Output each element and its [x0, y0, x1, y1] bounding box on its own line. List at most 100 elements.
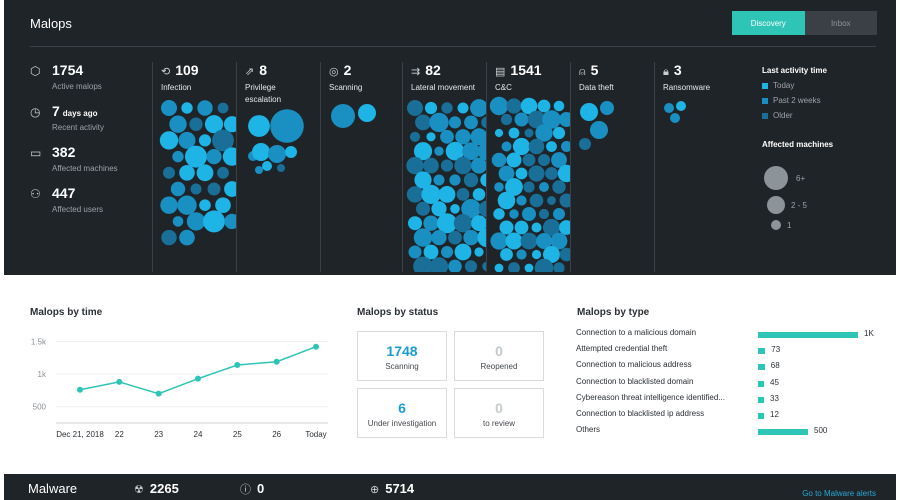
type-row[interactable]: Connection to blacklisted ip address 12: [576, 409, 886, 425]
malop-bubble[interactable]: [448, 116, 462, 129]
malop-bubble[interactable]: [429, 257, 449, 272]
malop-bubble[interactable]: [331, 104, 355, 128]
malop-bubble[interactable]: [407, 100, 423, 116]
malop-bubble[interactable]: [181, 102, 193, 114]
malop-bubble[interactable]: [223, 116, 237, 133]
malop-bubble[interactable]: [508, 127, 520, 139]
malop-bubble[interactable]: [177, 195, 197, 215]
malop-bubble[interactable]: [528, 138, 545, 155]
malop-bubble[interactable]: [542, 110, 561, 129]
malop-bubble[interactable]: [579, 138, 591, 150]
type-row[interactable]: Connection to blacklisted domain 45: [576, 377, 886, 393]
malop-bubble[interactable]: [434, 146, 444, 156]
malop-bubble[interactable]: [520, 232, 538, 250]
malop-bubble[interactable]: [426, 132, 436, 142]
malop-bubble[interactable]: [491, 152, 507, 168]
malop-bubble[interactable]: [450, 204, 460, 214]
malop-bubble[interactable]: [557, 164, 571, 183]
malop-bubble[interactable]: [551, 152, 567, 168]
malop-bubble[interactable]: [406, 186, 424, 203]
malop-bubble[interactable]: [493, 208, 505, 220]
malop-bubble[interactable]: [531, 249, 542, 260]
type-row[interactable]: Others 500: [576, 425, 886, 441]
category-scanning[interactable]: ◎ 2 Scanning: [320, 62, 402, 272]
malop-bubble[interactable]: [552, 180, 566, 194]
malop-bubble[interactable]: [445, 141, 465, 161]
malop-bubble[interactable]: [186, 212, 206, 231]
malop-bubble[interactable]: [179, 165, 195, 181]
malop-bubble[interactable]: [424, 101, 438, 115]
malop-bubble[interactable]: [470, 99, 487, 117]
malop-bubble[interactable]: [472, 188, 486, 201]
malop-bubble[interactable]: [423, 244, 439, 260]
malop-bubble[interactable]: [553, 208, 565, 220]
malop-bubble[interactable]: [515, 167, 528, 180]
status-card-to-review[interactable]: 0 to review: [454, 388, 544, 438]
malop-bubble[interactable]: [159, 131, 179, 150]
malop-bubble[interactable]: [464, 260, 478, 272]
malop-bubble[interactable]: [438, 186, 456, 203]
malop-bubble[interactable]: [497, 191, 516, 210]
malop-bubble[interactable]: [161, 100, 177, 116]
malop-bubble[interactable]: [590, 121, 608, 139]
malop-bubble[interactable]: [529, 193, 544, 208]
malop-bubble[interactable]: [543, 246, 560, 263]
malop-bubble[interactable]: [440, 159, 454, 172]
malop-bubble[interactable]: [545, 167, 558, 180]
malop-bubble[interactable]: [553, 100, 565, 112]
malop-bubble[interactable]: [505, 232, 523, 250]
malop-bubble[interactable]: [505, 178, 523, 196]
malop-bubble[interactable]: [413, 228, 433, 247]
malop-bubble[interactable]: [252, 143, 270, 161]
malop-bubble[interactable]: [471, 215, 487, 232]
malop-bubble[interactable]: [520, 97, 538, 115]
data-point[interactable]: [234, 361, 241, 368]
data-point[interactable]: [273, 358, 280, 365]
malop-bubble[interactable]: [512, 137, 531, 156]
malop-bubble[interactable]: [489, 96, 509, 116]
malop-bubble[interactable]: [522, 153, 536, 167]
malop-bubble[interactable]: [429, 112, 449, 133]
malop-bubble[interactable]: [457, 102, 469, 114]
malop-bubble[interactable]: [160, 196, 178, 214]
malop-bubble[interactable]: [408, 216, 422, 231]
malop-bubble[interactable]: [538, 208, 550, 220]
malop-bubble[interactable]: [480, 173, 487, 187]
malop-bubble[interactable]: [561, 141, 571, 152]
malop-bubble[interactable]: [477, 142, 487, 161]
malop-bubble[interactable]: [178, 131, 196, 149]
malop-bubble[interactable]: [553, 262, 565, 272]
malop-bubble[interactable]: [423, 215, 439, 231]
malop-bubble[interactable]: [514, 220, 529, 235]
malop-bubble[interactable]: [198, 134, 212, 147]
data-point[interactable]: [155, 390, 162, 397]
malop-bubble[interactable]: [423, 157, 439, 174]
malop-bubble[interactable]: [546, 141, 557, 152]
malop-bubble[interactable]: [539, 182, 549, 192]
malop-bubble[interactable]: [535, 124, 553, 142]
malop-bubble[interactable]: [414, 171, 432, 189]
data-point[interactable]: [313, 343, 319, 350]
type-row[interactable]: Connection to malicious address 68: [576, 360, 886, 376]
malop-bubble[interactable]: [416, 201, 430, 216]
malop-bubble[interactable]: [528, 165, 545, 182]
malop-bubble[interactable]: [501, 141, 512, 152]
malop-bubble[interactable]: [255, 166, 263, 174]
category-data-theft[interactable]: ⍝ 5 Data theft: [570, 62, 654, 272]
tab-inbox[interactable]: Inbox: [804, 11, 877, 35]
malop-bubble[interactable]: [514, 112, 529, 127]
malop-bubble[interactable]: [185, 145, 207, 168]
malop-bubble[interactable]: [538, 154, 550, 166]
malop-bubble[interactable]: [559, 193, 572, 208]
malop-bubble[interactable]: [224, 181, 237, 197]
malop-bubble[interactable]: [478, 200, 487, 217]
malop-bubble[interactable]: [358, 104, 376, 122]
malop-bubble[interactable]: [433, 174, 445, 186]
malop-bubble[interactable]: [212, 129, 234, 152]
malop-bubble[interactable]: [498, 165, 515, 182]
malop-bubble[interactable]: [161, 229, 177, 246]
malware-stat-total[interactable]: ☢ 2265: [134, 481, 179, 496]
malop-bubble[interactable]: [453, 214, 473, 233]
malop-bubble[interactable]: [215, 197, 231, 213]
malop-bubble[interactable]: [559, 220, 571, 235]
